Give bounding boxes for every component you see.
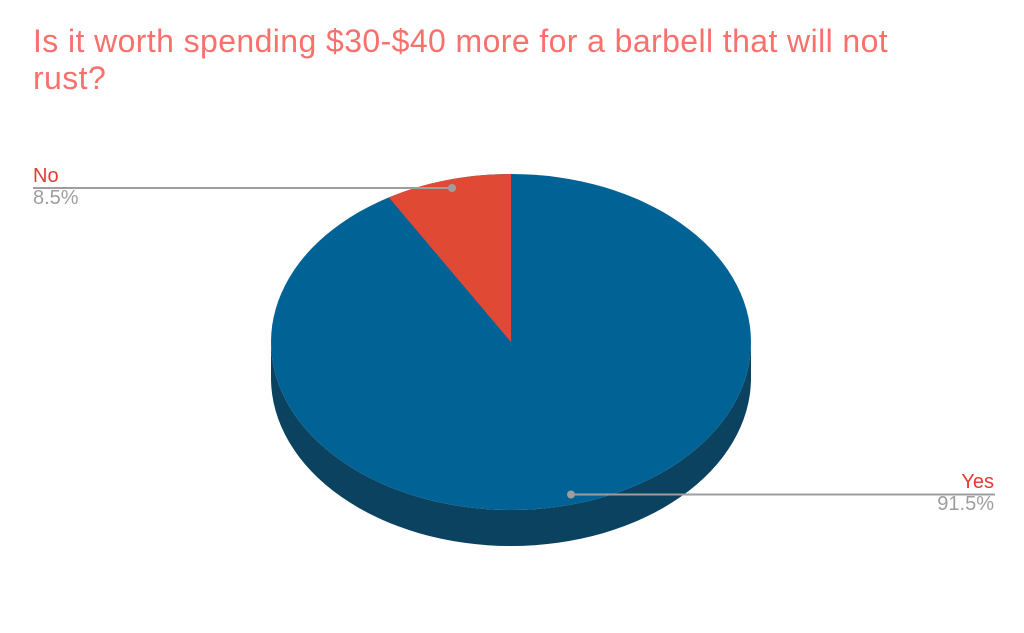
callout-label-yes: Yes <box>961 471 994 493</box>
callout-percent-yes: 91.5% <box>937 493 994 515</box>
leader-dot-no <box>448 184 456 192</box>
callout-label-no: No <box>33 165 59 187</box>
leader-dot-yes <box>567 490 575 499</box>
callout-percent-no: 8.5% <box>33 187 79 209</box>
chart-title: Is it worth spending $30-$40 more for a … <box>33 23 889 96</box>
pie-slice-no[interactable] <box>388 174 511 342</box>
